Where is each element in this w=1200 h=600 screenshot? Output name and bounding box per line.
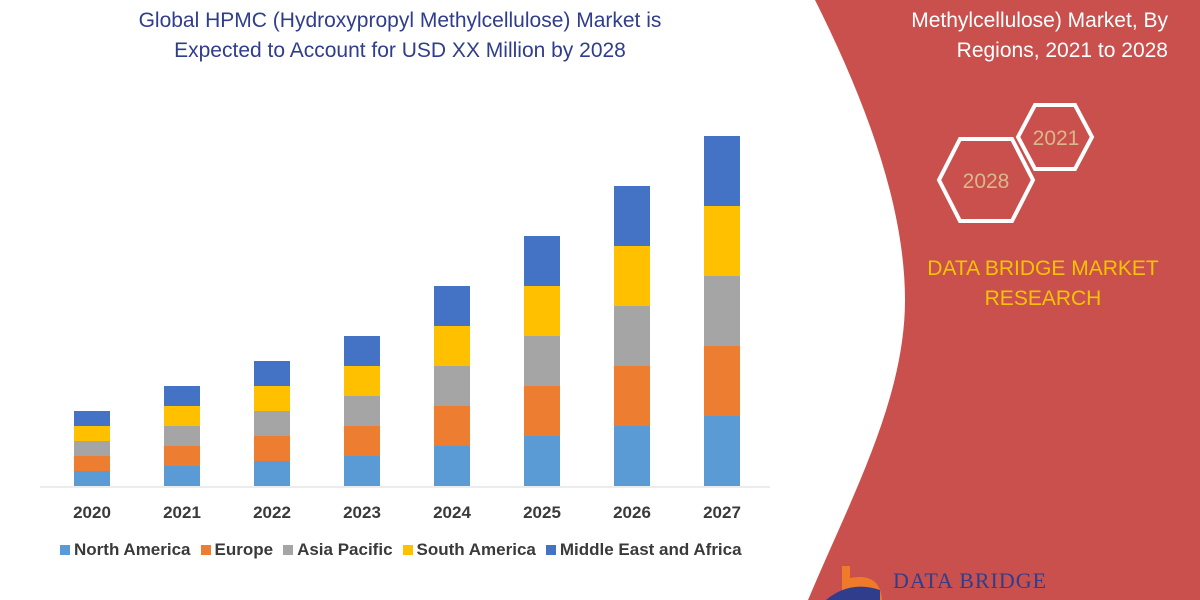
x-tick-label: 2021 [163, 503, 201, 522]
bar-segment-2027-europe [704, 346, 740, 416]
bar-segment-2027-south-america [704, 206, 740, 276]
x-tick-label: 2025 [523, 503, 561, 522]
logo-icon [826, 566, 882, 600]
legend-swatch [283, 545, 294, 555]
legend-label: Europe [214, 540, 274, 559]
bars-group [74, 136, 740, 486]
legend-item-europe: Europe [200, 540, 274, 560]
bar-segment-2026-south-america [614, 246, 650, 306]
bar-segment-2024-europe [434, 406, 470, 446]
bar-segment-2022-middle-east-and-africa [254, 361, 290, 386]
x-tick-label: 2022 [253, 503, 291, 522]
legend-label: North America [74, 540, 191, 559]
bar-segment-2024-asia-pacific [434, 366, 470, 406]
bar-segment-2026-north-america [614, 426, 650, 486]
legend-swatch [60, 545, 70, 555]
bar-segment-2027-asia-pacific [704, 276, 740, 346]
bar-segment-2024-north-america [434, 446, 470, 486]
x-tick-label: 2020 [73, 503, 111, 522]
bar-segment-2020-asia-pacific [74, 441, 110, 456]
bar-segment-2027-north-america [704, 416, 740, 486]
bar-segment-2020-south-america [74, 426, 110, 441]
bar-segment-2021-north-america [164, 466, 200, 486]
chart-title: Global HPMC (Hydroxypropyl Methylcellulo… [60, 6, 740, 66]
legend-label: South America [416, 540, 536, 559]
x-tick-label: 2026 [613, 503, 651, 522]
bar-segment-2023-south-america [344, 366, 380, 396]
right-title-line-1: Methylcellulose) Market, By [911, 9, 1168, 32]
badge-2028: 2028 [963, 170, 1010, 193]
brand-line-1: DATA BRIDGE MARKET [927, 257, 1159, 280]
legend-item-south-america: South America [402, 540, 536, 560]
bar-segment-2025-middle-east-and-africa [524, 236, 560, 286]
hexagon-2021-badge [1015, 103, 1095, 171]
badge-2021: 2021 [1033, 127, 1080, 150]
bar-segment-2024-middle-east-and-africa [434, 286, 470, 326]
legend: North America Europe Asia Pacific South … [60, 540, 742, 560]
bar-segment-2023-europe [344, 426, 380, 456]
legend-label: Asia Pacific [297, 540, 393, 559]
brand-line-2: RESEARCH [984, 287, 1102, 310]
bar-segment-2025-north-america [524, 436, 560, 486]
bar-segment-2020-europe [74, 456, 110, 471]
x-tick-label: 2023 [343, 503, 381, 522]
brand-name: DATA BRIDGE MARKET RESEARCH [883, 254, 1200, 314]
legend-item-north-america: North America [60, 540, 191, 560]
right-title: Methylcellulose) Market, By Regions, 202… [808, 6, 1168, 66]
bar-segment-2023-asia-pacific [344, 396, 380, 426]
logo-text: DATA BRIDGE [893, 568, 1048, 593]
bar-segment-2022-europe [254, 436, 290, 461]
legend-item-asia-pacific: Asia Pacific [283, 540, 393, 560]
bar-segment-2021-south-america [164, 406, 200, 426]
legend-swatch [200, 545, 211, 555]
bar-segment-2021-asia-pacific [164, 426, 200, 446]
legend-swatch [545, 545, 556, 555]
title-line-1: Global HPMC (Hydroxypropyl Methylcellulo… [138, 9, 662, 32]
bar-segment-2025-asia-pacific [524, 336, 560, 386]
legend-swatch [402, 545, 413, 555]
bar-segment-2025-south-america [524, 286, 560, 336]
bar-segment-2026-middle-east-and-africa [614, 186, 650, 246]
bar-segment-2025-europe [524, 386, 560, 436]
hexagon-2028-badge [936, 137, 1036, 223]
bar-segment-2021-middle-east-and-africa [164, 386, 200, 406]
bar-segment-2024-south-america [434, 326, 470, 366]
x-tick-labels: 2020 2021 2022 2023 2024 2025 2026 2027 [73, 503, 741, 522]
red-side-panel [808, 0, 1200, 600]
bar-segment-2020-middle-east-and-africa [74, 411, 110, 426]
x-tick-label: 2024 [433, 503, 471, 522]
title-line-2: Expected to Account for USD XX Million b… [174, 39, 626, 62]
bar-segment-2027-middle-east-and-africa [704, 136, 740, 206]
bar-segment-2026-asia-pacific [614, 306, 650, 366]
bar-segment-2021-europe [164, 446, 200, 466]
bar-segment-2022-south-america [254, 386, 290, 411]
bar-segment-2022-asia-pacific [254, 411, 290, 436]
right-title-line-2: Regions, 2021 to 2028 [956, 39, 1168, 62]
bar-segment-2026-europe [614, 366, 650, 426]
x-tick-label: 2027 [703, 503, 741, 522]
bar-segment-2020-north-america [74, 471, 110, 486]
bar-segment-2023-middle-east-and-africa [344, 336, 380, 366]
legend-item-middle-east-africa: Middle East and Africa [545, 540, 742, 560]
bar-segment-2022-north-america [254, 461, 290, 486]
bar-segment-2023-north-america [344, 456, 380, 486]
legend-label: Middle East and Africa [559, 540, 742, 559]
